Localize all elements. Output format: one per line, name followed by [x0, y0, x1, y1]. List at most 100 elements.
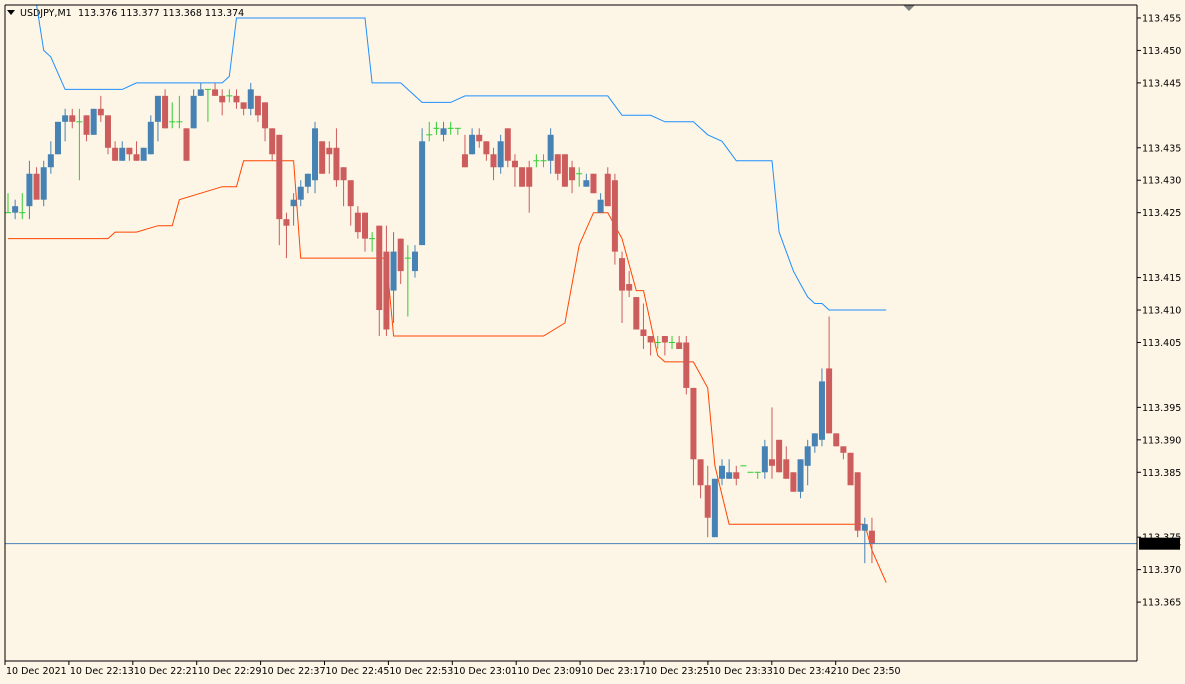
- candle-body: [154, 95, 161, 122]
- candle: [683, 335, 690, 395]
- candle-body: [297, 186, 304, 200]
- candle-body: [126, 147, 133, 155]
- candle: [369, 232, 376, 252]
- x-tick-label: 10 Dec 22:45: [326, 666, 390, 677]
- candle-body: [611, 180, 618, 252]
- candle-body: [590, 173, 597, 194]
- candle-body: [833, 433, 840, 447]
- candle: [647, 335, 654, 356]
- candle-body: [569, 167, 576, 181]
- candle: [197, 82, 204, 96]
- candle: [112, 141, 119, 161]
- x-tick-label: 10 Dec 23:50: [837, 666, 901, 677]
- candle-body: [347, 180, 354, 207]
- candle-body: [104, 115, 111, 148]
- candle: [376, 225, 383, 336]
- candle: [411, 245, 418, 278]
- candle-body: [826, 368, 833, 434]
- candle-body: [83, 115, 90, 135]
- candle-body: [790, 472, 797, 492]
- candle: [619, 251, 626, 324]
- candle-body: [340, 167, 347, 181]
- candle: [483, 141, 490, 161]
- candle-body: [783, 459, 790, 479]
- candle: [19, 193, 26, 220]
- candle: [90, 108, 97, 135]
- candle-body: [390, 251, 397, 291]
- candle: [247, 82, 254, 116]
- candle: [333, 128, 340, 187]
- candle-body: [868, 530, 875, 544]
- candle-body: [183, 128, 190, 161]
- candle-body: [683, 342, 690, 388]
- upper-band-line: [8, 4, 887, 311]
- candle: [390, 232, 397, 324]
- y-tick-label: 113.395: [1142, 403, 1181, 414]
- candle-body: [326, 147, 333, 155]
- candle-body: [312, 128, 319, 181]
- candle-body: [90, 108, 97, 135]
- candle-body: [733, 472, 740, 479]
- candle: [147, 115, 154, 155]
- chart-shift-marker-icon[interactable]: [903, 5, 915, 11]
- candle: [154, 95, 161, 142]
- candle-body: [490, 154, 497, 168]
- y-tick-label: 113.405: [1142, 338, 1181, 349]
- candles-group: [5, 82, 875, 564]
- candle: [654, 335, 661, 349]
- candle: [133, 141, 140, 161]
- candle: [297, 180, 304, 207]
- candle-body: [504, 128, 511, 161]
- candle: [54, 121, 61, 155]
- candle-body: [583, 180, 590, 187]
- candle-body: [197, 89, 204, 96]
- x-tick-label: 10 Dec 23:42: [773, 666, 837, 677]
- dropdown-triangle-icon[interactable]: [7, 10, 15, 15]
- candle-body: [47, 154, 54, 168]
- candle-body: [362, 212, 368, 239]
- candle-body: [219, 95, 226, 103]
- candle: [254, 95, 261, 122]
- indicator-bands: [8, 4, 887, 583]
- candle: [804, 439, 811, 486]
- candle: [704, 465, 711, 538]
- candle-body: [240, 102, 247, 109]
- candle-body: [247, 89, 254, 109]
- candle: [312, 121, 319, 194]
- candle-body: [547, 134, 554, 161]
- candle-body: [62, 115, 69, 122]
- x-tick-label: 10 Dec 23:09: [517, 666, 581, 677]
- candle: [119, 141, 126, 161]
- candle-body: [526, 167, 533, 187]
- ohlc-readout: 113.376 113.377 113.368 113.374: [78, 8, 244, 19]
- candle: [733, 465, 740, 486]
- candle-body: [561, 154, 568, 187]
- lower-band-line: [8, 160, 887, 583]
- candle-body: [304, 173, 311, 187]
- candle: [40, 160, 47, 207]
- candle-body: [697, 459, 704, 486]
- candle-body: [661, 335, 668, 343]
- candle-body: [133, 154, 140, 161]
- candle: [497, 134, 504, 174]
- candle-body: [354, 212, 361, 233]
- candle: [447, 121, 454, 135]
- y-tick-label: 113.450: [1142, 46, 1181, 57]
- candle-body: [233, 95, 240, 103]
- candle: [554, 154, 561, 181]
- candle: [504, 128, 511, 168]
- candle-body: [376, 225, 383, 311]
- candle: [461, 134, 468, 168]
- candle: [676, 335, 683, 349]
- candle-body: [319, 141, 326, 174]
- y-tick-label: 113.410: [1142, 306, 1181, 317]
- candle-body: [383, 251, 390, 330]
- candle: [611, 173, 618, 265]
- candle-body: [497, 141, 504, 168]
- candle: [626, 271, 633, 298]
- candle-body: [276, 134, 283, 220]
- candle-body: [711, 478, 718, 538]
- candle: [861, 517, 868, 564]
